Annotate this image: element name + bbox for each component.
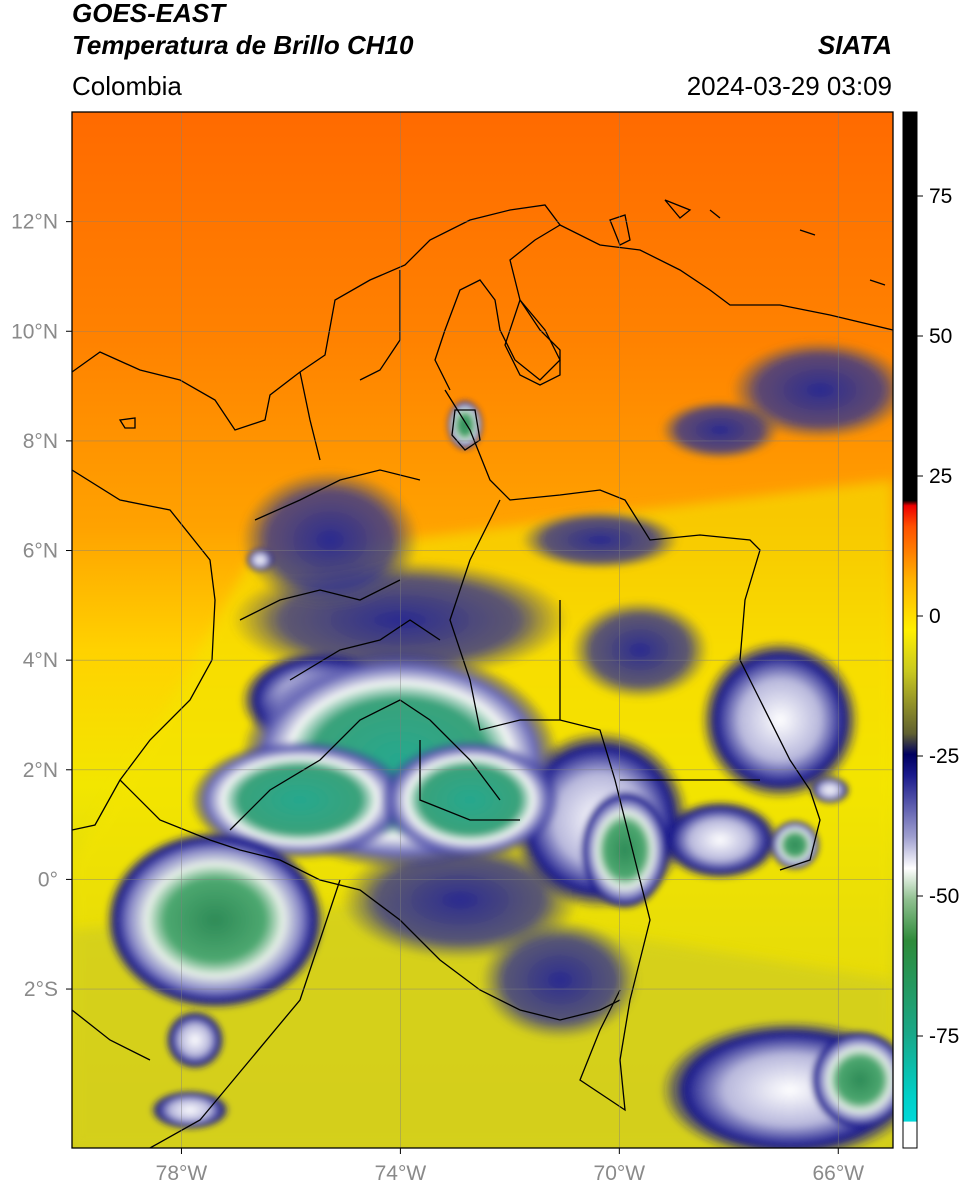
- lon-tick-label: 70°W: [594, 1162, 646, 1185]
- lat-tick-label: 8°N: [23, 430, 58, 453]
- lat-tick-label: 12°N: [11, 211, 58, 234]
- colorbar-tick-label: -75: [929, 1025, 959, 1048]
- lat-tick-label: 10°N: [11, 320, 58, 343]
- lat-tick-label: 4°N: [23, 649, 58, 672]
- lat-tick-label: 0°: [38, 868, 58, 891]
- timestamp-label: 2024-03-29 03:09: [686, 71, 892, 101]
- channel-title: Temperatura de Brillo CH10: [72, 30, 414, 60]
- colorbar-tick-label: -25: [929, 745, 959, 768]
- lon-tick-label: 78°W: [156, 1162, 208, 1185]
- region-label: Colombia: [72, 71, 182, 101]
- latitude-axis: 12°N 10°N 8°N 6°N 4°N 2°N 0° 2°S: [11, 211, 72, 1001]
- lat-tick-label: 2°S: [24, 978, 58, 1001]
- lat-tick-label: 2°N: [23, 759, 58, 782]
- brand-label: SIATA: [817, 30, 892, 60]
- colorbar-tick-label: 25: [929, 465, 952, 488]
- map-frame: [71, 111, 894, 1149]
- colorbar-tick-label: 50: [929, 325, 952, 348]
- longitude-axis: 78°W 74°W 70°W 66°W: [156, 1148, 864, 1185]
- colorbar: [902, 111, 918, 1149]
- colorbar-tick-label: -50: [929, 885, 959, 908]
- lat-tick-label: 6°N: [23, 540, 58, 563]
- graticule-lines: [72, 112, 893, 1148]
- colorbar-axis: 75 50 25 0 -25 -50 -75: [917, 185, 959, 1048]
- lon-tick-label: 74°W: [375, 1162, 427, 1185]
- lon-tick-label: 66°W: [812, 1162, 864, 1185]
- satellite-imagery: [72, 112, 893, 1148]
- colorbar-tick-label: 75: [929, 185, 952, 208]
- colorbar-tick-label: 0: [929, 605, 941, 628]
- product-title: GOES-EAST: [72, 0, 226, 28]
